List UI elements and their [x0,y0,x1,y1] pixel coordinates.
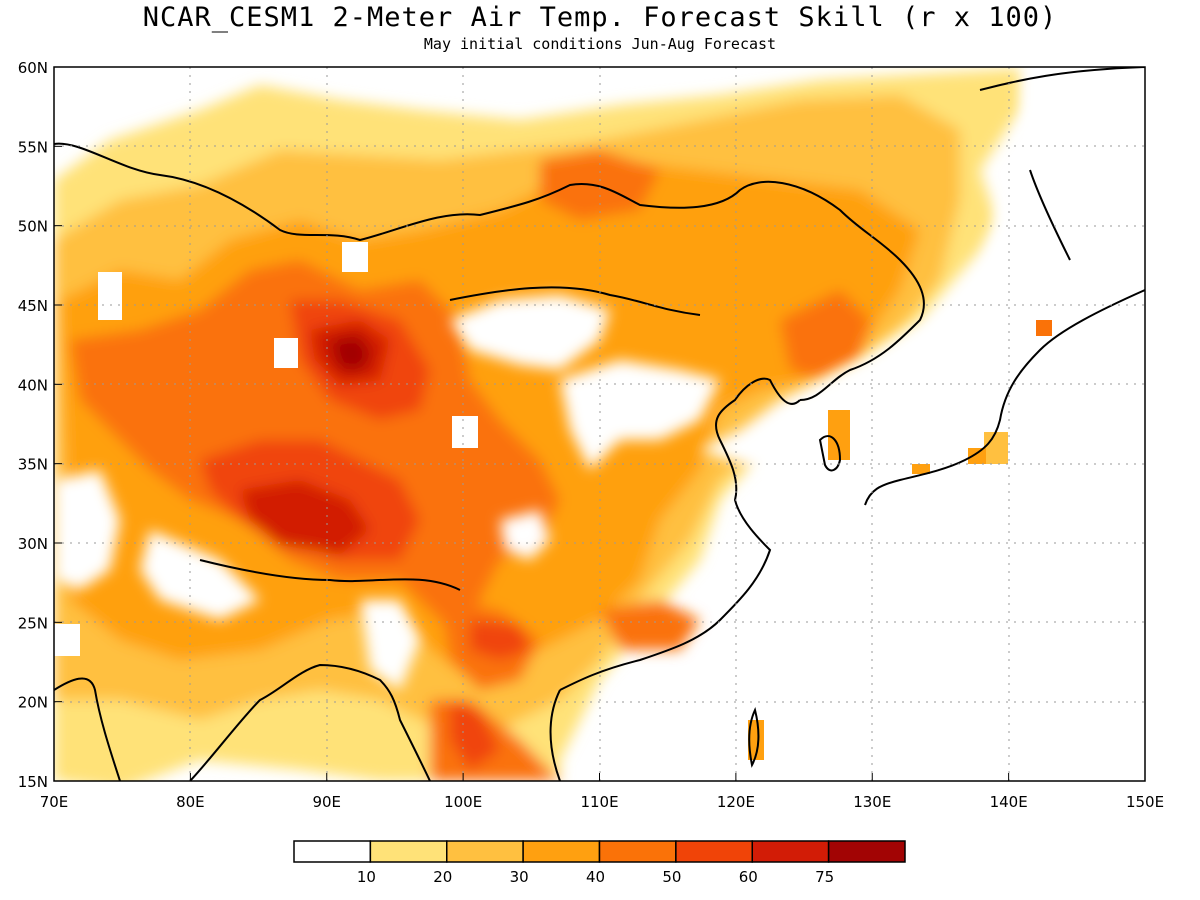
lon-tick-label: 100E [444,793,482,811]
lat-tick-label: 50N [18,218,48,236]
skill-band-60-75 [240,480,370,555]
low-skill-mongolia [450,295,610,370]
skill-band-40-50 [600,600,700,650]
colorbar: 10 20 30 40 50 60 75 [293,840,906,886]
chart-subtitle: May initial conditions Jun-Aug Forecast [423,35,777,53]
colorbar-swatch [751,840,830,863]
skill-band-40-50 [80,340,170,400]
lat-tick-label: 20N [18,694,48,712]
lat-tick-label: 40N [18,376,48,394]
colorbar-label: 10 [357,868,376,886]
colorbar-label: 50 [662,868,681,886]
low-skill-sichuan [500,510,550,560]
colorbar-swatch [369,840,448,863]
graticule [54,67,1145,781]
skill-band-50-60 [450,700,500,770]
lat-tick-label: 15N [18,773,48,791]
lon-tick-label: 80E [176,793,205,811]
lat-tick-label: 60N [18,59,48,77]
lon-tick-label: 70E [40,793,69,811]
low-skill-himalaya [140,530,260,620]
accent-cells [748,320,1052,760]
colorbar-label: 75 [815,868,834,886]
lon-tick-label: 150E [1126,793,1164,811]
lat-axis: 15N 20N 25N 30N 35N 40N 45N 50N 55N 60N [18,59,62,791]
low-skill-west [54,470,120,590]
colorbar-label: 20 [433,868,452,886]
skill-field [54,67,1145,781]
colorbar-label: 60 [739,868,758,886]
colorbar-swatch [446,840,524,863]
colorbar-label: 30 [510,868,529,886]
lon-axis: 70E 80E 90E 100E 110E 120E 130E 140E 150E [40,773,1164,811]
colorbar-label: 40 [586,868,605,886]
lon-tick-label: 90E [312,793,341,811]
skill-band-40-50 [780,290,870,380]
low-skill-east-china [700,67,1145,781]
colorbar-swatch [598,840,677,863]
lon-tick-label: 120E [717,793,755,811]
lat-tick-label: 55N [18,138,48,156]
lat-tick-label: 35N [18,456,48,474]
lon-tick-label: 140E [990,793,1028,811]
skill-band-40-50 [540,150,660,220]
coastlines [54,67,1145,781]
lat-tick-label: 45N [18,297,48,315]
colorbar-swatch [675,840,753,863]
colorbar-swatch [293,840,372,863]
colorbar-swatch [827,840,906,863]
skill-band-75-plus [330,335,372,372]
lon-tick-label: 130E [853,793,891,811]
lon-tick-label: 110E [580,793,618,811]
chart-title: NCAR_CESM1 2-Meter Air Temp. Forecast Sk… [142,2,1058,33]
lat-tick-label: 25N [18,614,48,632]
skill-band-50-60 [470,620,530,660]
lat-tick-label: 30N [18,535,48,553]
missing-cells [54,242,478,656]
colorbar-swatch [522,840,601,863]
